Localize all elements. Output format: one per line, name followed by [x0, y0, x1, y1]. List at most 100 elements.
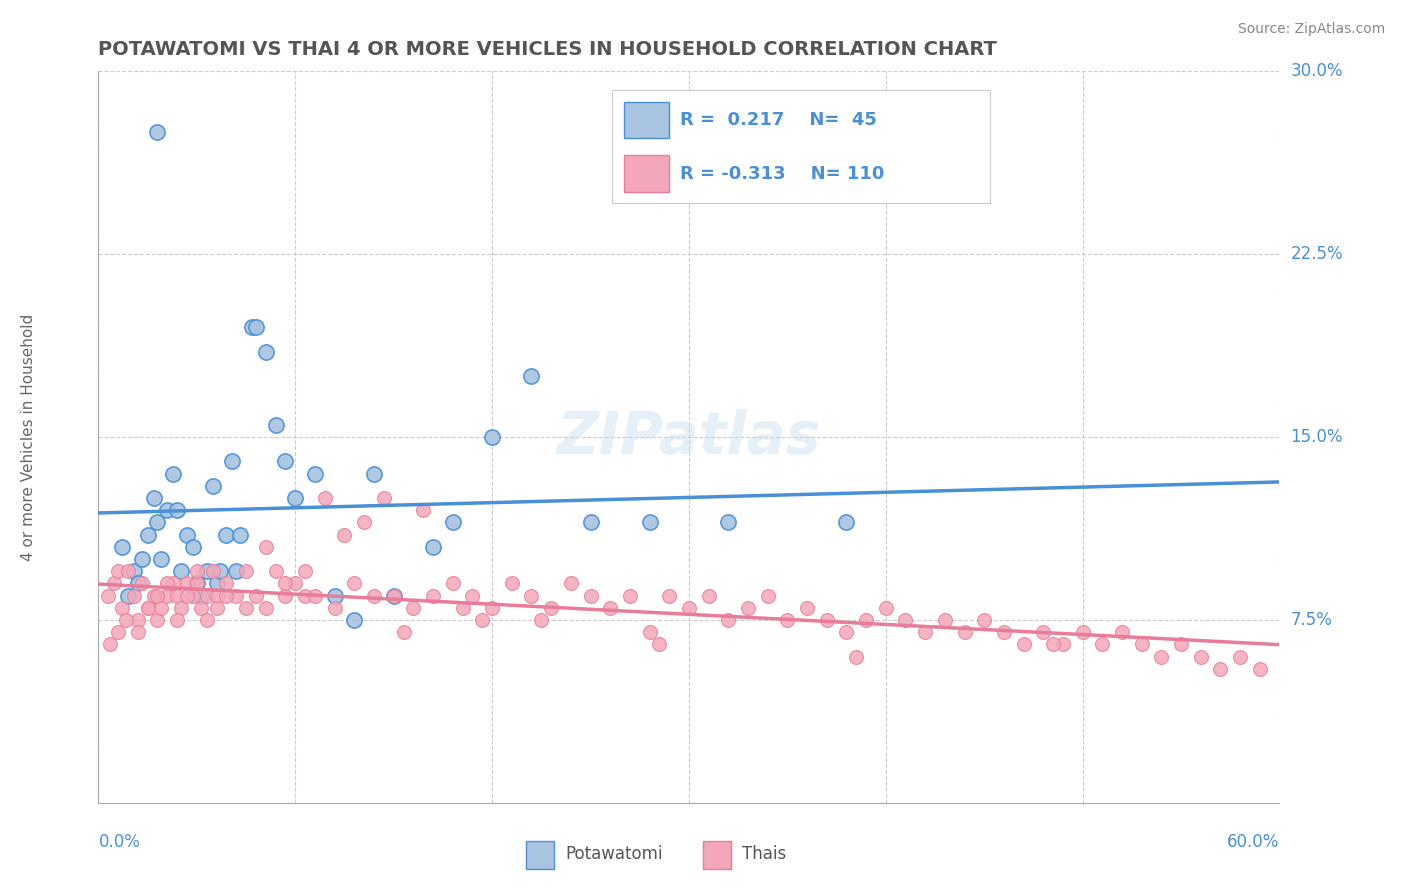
- Point: [697, 589, 720, 603]
- Point: [284, 491, 307, 505]
- Text: 22.5%: 22.5%: [1291, 245, 1343, 263]
- Point: [294, 589, 316, 603]
- Point: [122, 564, 145, 578]
- Point: [166, 503, 188, 517]
- Point: [235, 564, 257, 578]
- Point: [678, 600, 700, 615]
- Point: [845, 649, 868, 664]
- Point: [254, 600, 277, 615]
- Point: [1071, 625, 1094, 640]
- Point: [1249, 662, 1271, 676]
- Point: [136, 600, 159, 615]
- Point: [658, 589, 681, 603]
- Point: [195, 564, 218, 578]
- Point: [264, 417, 287, 432]
- Text: 0.0%: 0.0%: [98, 833, 141, 851]
- Point: [122, 589, 145, 603]
- Point: [953, 625, 976, 640]
- Point: [205, 576, 228, 591]
- Point: [254, 344, 277, 359]
- Point: [579, 516, 602, 530]
- Point: [343, 613, 366, 627]
- Point: [156, 589, 179, 603]
- Point: [1189, 649, 1212, 664]
- Point: [215, 576, 238, 591]
- Point: [209, 564, 232, 578]
- Text: 4 or more Vehicles in Household: 4 or more Vehicles in Household: [21, 313, 37, 561]
- Point: [215, 527, 238, 541]
- Point: [402, 600, 425, 615]
- Point: [638, 516, 661, 530]
- Point: [205, 589, 228, 603]
- Point: [225, 564, 247, 578]
- Point: [162, 576, 184, 591]
- Point: [156, 576, 179, 591]
- Point: [117, 589, 139, 603]
- Point: [520, 589, 543, 603]
- Point: [363, 589, 385, 603]
- Point: [176, 527, 198, 541]
- Point: [103, 576, 125, 591]
- Point: [648, 637, 671, 651]
- Point: [146, 125, 169, 139]
- Point: [501, 576, 523, 591]
- Point: [201, 564, 224, 578]
- Point: [855, 613, 877, 627]
- Point: [1052, 637, 1074, 651]
- Point: [146, 589, 169, 603]
- Point: [560, 576, 582, 591]
- Point: [382, 589, 405, 603]
- Text: 7.5%: 7.5%: [1291, 611, 1333, 629]
- Point: [363, 467, 385, 481]
- Point: [274, 576, 297, 591]
- Point: [934, 613, 956, 627]
- Point: [1111, 625, 1133, 640]
- Point: [422, 589, 444, 603]
- Point: [540, 600, 562, 615]
- Point: [131, 576, 153, 591]
- Point: [619, 589, 641, 603]
- Point: [111, 540, 134, 554]
- Point: [166, 613, 188, 627]
- Point: [1042, 637, 1064, 651]
- Point: [176, 589, 198, 603]
- Point: [97, 589, 120, 603]
- Point: [170, 600, 193, 615]
- Point: [481, 600, 503, 615]
- Text: POTAWATOMI VS THAI 4 OR MORE VEHICLES IN HOUSEHOLD CORRELATION CHART: POTAWATOMI VS THAI 4 OR MORE VEHICLES IN…: [98, 39, 997, 59]
- Point: [717, 613, 740, 627]
- Point: [894, 613, 917, 627]
- Point: [107, 625, 129, 640]
- Point: [530, 613, 553, 627]
- Point: [1130, 637, 1153, 651]
- Point: [776, 613, 799, 627]
- Point: [115, 613, 138, 627]
- Point: [451, 600, 474, 615]
- Point: [294, 564, 316, 578]
- Point: [579, 589, 602, 603]
- Point: [240, 320, 263, 334]
- Point: [166, 589, 188, 603]
- Point: [111, 600, 134, 615]
- Point: [314, 491, 336, 505]
- Point: [304, 467, 326, 481]
- Point: [481, 430, 503, 444]
- Point: [127, 625, 149, 640]
- Point: [412, 503, 434, 517]
- Point: [973, 613, 995, 627]
- Point: [461, 589, 484, 603]
- Point: [1032, 625, 1054, 640]
- Point: [471, 613, 494, 627]
- Text: 60.0%: 60.0%: [1227, 833, 1279, 851]
- Text: 15.0%: 15.0%: [1291, 428, 1343, 446]
- Point: [274, 454, 297, 468]
- Point: [441, 576, 464, 591]
- Point: [264, 564, 287, 578]
- Point: [215, 589, 238, 603]
- Point: [181, 589, 204, 603]
- Point: [323, 589, 346, 603]
- Point: [815, 613, 838, 627]
- Point: [638, 625, 661, 640]
- Point: [195, 613, 218, 627]
- Point: [323, 600, 346, 615]
